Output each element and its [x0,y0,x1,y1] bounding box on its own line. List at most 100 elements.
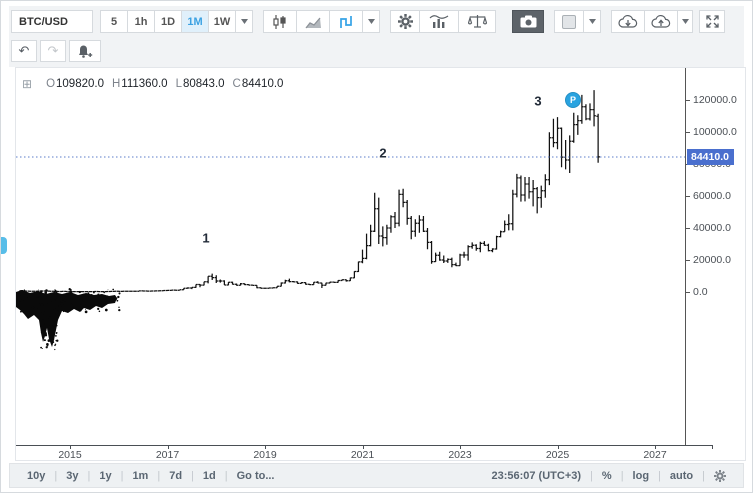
price-tick-label: 60000.0 [686,190,731,202]
time-axis[interactable]: 2015 2017 2019 2021 2023 2025 2027 [16,445,747,462]
separator: | [120,469,124,482]
year-label: 2019 [253,449,277,461]
year-label: 2027 [643,449,667,461]
cloud-download-icon [618,14,638,28]
separator: | [620,469,624,482]
range-button-7d[interactable]: 7d [169,469,183,482]
axis-settings-button[interactable] [705,469,735,482]
goto-date-button[interactable]: Go to... [236,469,275,482]
alert-add-icon [79,45,93,58]
range-button-1m[interactable]: 1m [132,469,149,482]
year-label: 2017 [155,449,180,461]
camera-icon [520,15,536,28]
fullscreen-icon [705,15,719,28]
wave-label-3[interactable]: 3 [534,93,542,109]
current-price-label: 84410.0 [687,148,734,165]
price-axis[interactable]: 120000.0100000.080000.060000.040000.0200… [685,68,748,445]
save-chart-button[interactable] [644,10,678,33]
wave-label-1[interactable]: 1 [202,230,210,246]
legend-key: H [111,78,121,90]
legend-value: 109820.0 [56,78,104,90]
chevron-down-icon [240,19,248,24]
year-tick [557,445,559,449]
separator: | [54,469,58,482]
scribble-speckles [16,288,121,351]
scribble-annotation[interactable] [16,290,117,347]
drawing-panel-handle[interactable] [1,237,7,254]
year-tick [655,445,656,449]
legend-values: O 109820.0 H 111360.0 L 80843.0 C 84410.0 [38,78,283,90]
interval-button-1D[interactable]: 1D [154,10,182,33]
published-idea-badge[interactable]: P [565,92,581,108]
price-tick-label: 40000.0 [686,222,731,234]
indicators-button[interactable] [419,10,459,33]
price-tick-label: 100000.0 [686,126,737,138]
redo-button[interactable]: ↷ [40,40,66,62]
wave-label-2[interactable]: 2 [379,145,387,161]
chart-type-dropdown-button[interactable] [362,10,380,33]
legend-expand-icon[interactable]: ⊞ [22,77,33,91]
ohlc-legend: ⊞ O 109820.0 H 111360.0 L 80843.0 C 84410.0 [22,77,283,91]
chevron-down-icon [681,19,689,24]
range-button-1d[interactable]: 1d [202,469,216,482]
legend-key: C [232,78,241,90]
separator: | [87,469,91,482]
interval-button-1h[interactable]: 1h [127,10,155,33]
candlestick-type-button[interactable] [263,10,297,33]
year-tick [460,445,461,449]
gear-icon [397,14,413,29]
legend-key: L [175,78,182,90]
axis-end-tick [712,445,713,449]
price-tick-label: 120000.0 [686,94,737,106]
price-tick-label: 20000.0 [686,254,731,266]
area-chart-type-button[interactable] [296,10,330,33]
symbol-input[interactable]: BTC/USD [11,10,93,33]
clock[interactable]: 23:56:07 (UTC+3) [491,469,582,482]
interval-dropdown-button[interactable] [235,10,253,33]
chart-plot-area[interactable] [16,68,685,445]
redo-icon: ↷ [47,43,59,58]
top-toolbar: BTC/USD 5 1h 1D 1M 1W [9,6,744,67]
interval-button-1M[interactable]: 1M [181,10,209,33]
price-tick-label: 0.0 [686,286,708,298]
gear-icon [714,469,726,482]
range-button-3y[interactable]: 3y [66,469,79,482]
scale-mode-percent[interactable]: % [601,469,612,482]
chevron-down-icon [588,19,596,24]
year-tick [167,445,169,449]
separator: | [590,469,593,482]
compare-button[interactable] [458,10,496,33]
layout-dropdown-button[interactable] [583,10,601,33]
undo-button[interactable]: ↶ [11,40,37,62]
layout-button[interactable] [554,10,584,33]
fullscreen-button[interactable] [699,10,725,33]
settings-button[interactable] [390,10,420,33]
scale-mode-log[interactable]: log [632,469,650,482]
area-chart-icon [304,17,321,28]
range-button-1y[interactable]: 1y [99,469,112,482]
bottom-toolbar: 10y | 3y | 1y | 1m | 7d | 1d | Go to... 23:56:07 (UT… [9,463,744,488]
layout-icon [562,14,576,29]
bottom-right-group: 23:56:07 (UTC+3) |% | log | auto | [482,469,735,482]
step-line-type-button[interactable] [329,10,363,33]
scale-mode-auto[interactable]: auto [669,469,694,482]
save-dropdown-button[interactable] [677,10,693,33]
year-tick [70,445,71,449]
snapshot-button[interactable] [512,10,544,33]
cloud-upload-icon [651,14,671,28]
symbol-label: BTC/USD [19,15,68,28]
interval-button-1W[interactable]: 1W [208,10,236,33]
add-alert-button[interactable] [69,40,101,62]
range-buttons: 10y | 3y | 1y | 1m | 7d | 1d | Go to... [18,470,284,482]
separator: | [224,469,228,482]
load-chart-button[interactable] [611,10,645,33]
legend-key: O [46,78,56,90]
toolbar-row-main: BTC/USD 5 1h 1D 1M 1W [11,9,744,34]
scale-mode-buttons: |% | log | auto [590,470,702,482]
range-button-10y[interactable]: 10y [27,469,46,482]
interval-button-5[interactable]: 5 [100,10,128,33]
interval-group: 5 1h 1D 1M 1W [100,10,236,33]
legend-value: 80843.0 [182,78,225,90]
